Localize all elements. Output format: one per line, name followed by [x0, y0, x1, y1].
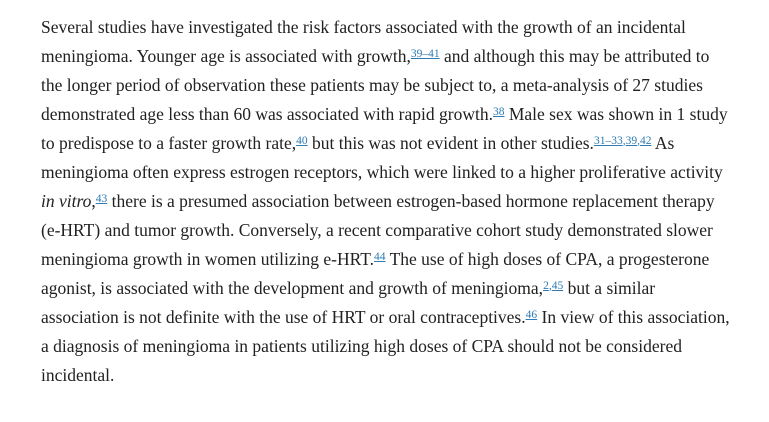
citation-superscript: 38	[493, 106, 505, 118]
body-text: As meningioma often express estrogen rec…	[41, 133, 723, 182]
italic-text: in vitro	[41, 191, 92, 211]
citation-superscript: 44	[374, 251, 386, 263]
paragraph: Several studies have investigated the ri…	[41, 13, 731, 390]
citation-link[interactable]: 43	[95, 192, 108, 205]
citation-superscript: 43	[96, 193, 108, 205]
citation-link[interactable]: 38	[492, 105, 505, 118]
citation-superscript: 31–33	[594, 135, 623, 147]
citation-link[interactable]: 39–41	[410, 47, 440, 60]
citation-superscript: 46	[526, 309, 538, 321]
citation-link[interactable]: 44	[374, 250, 386, 263]
citation-separator: ,	[637, 135, 640, 147]
citation-separator-comma: ,	[637, 134, 640, 147]
body-text: but this was not evident in other studie…	[307, 133, 594, 153]
citation-link[interactable]: 40	[296, 134, 308, 147]
citation-link[interactable]: 42	[639, 134, 652, 147]
body-text: and although this may be attributed to t…	[41, 46, 710, 124]
citation-link[interactable]: 2	[543, 279, 549, 292]
body-text: there is a presumed association between …	[41, 191, 715, 269]
citation-superscript: 39	[626, 135, 638, 147]
citation-superscript: 40	[296, 135, 308, 147]
citation-link[interactable]: 46	[525, 308, 538, 321]
body-text: In view of this association, a diagnosis…	[41, 307, 730, 385]
citation-superscript: 42	[640, 135, 652, 147]
citation-separator-comma: ,	[622, 134, 626, 147]
body-text: Male sex was shown in 1 study to predisp…	[41, 104, 728, 153]
citation-separator: ,	[549, 280, 552, 292]
body-text: but a similar association is not definit…	[41, 278, 656, 327]
citation-link[interactable]: 39	[625, 134, 638, 147]
body-text: Several studies have investigated the ri…	[41, 17, 686, 66]
body-text: ,	[91, 191, 96, 211]
citation-separator-comma: ,	[548, 279, 552, 292]
body-text: The use of high doses of CPA, a progeste…	[41, 249, 710, 298]
citation-superscript: 2	[543, 280, 549, 292]
article-body: Several studies have investigated the ri…	[41, 13, 731, 390]
citation-link[interactable]: 45	[551, 279, 564, 292]
citation-superscript: 39–41	[411, 48, 440, 60]
citation-superscript: 45	[552, 280, 564, 292]
citation-link[interactable]: 31–33	[593, 134, 623, 147]
citation-separator: ,	[623, 135, 626, 147]
